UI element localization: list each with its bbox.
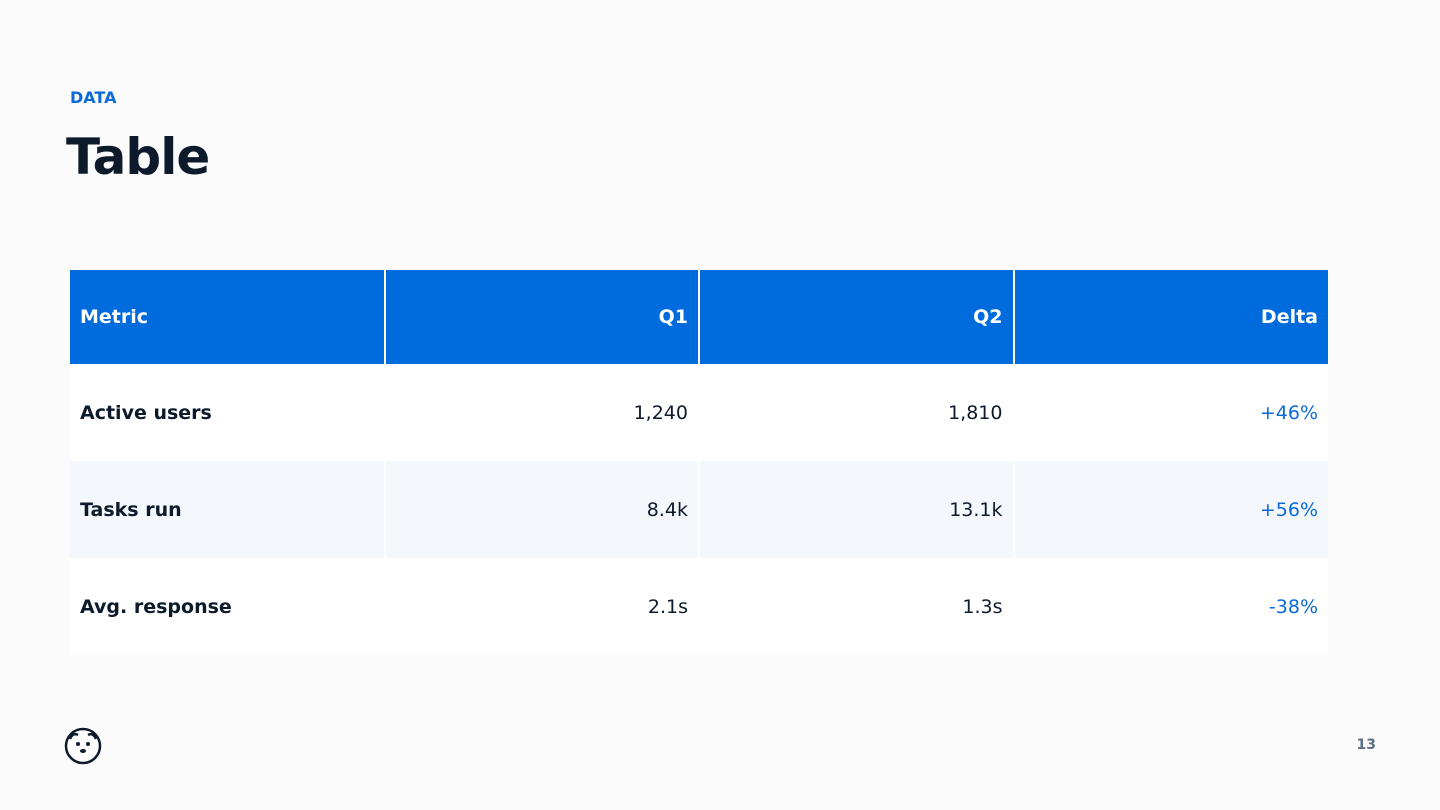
table-cell: -38% bbox=[1013, 558, 1328, 655]
table-cell: +46% bbox=[1013, 364, 1328, 461]
eyebrow: DATA bbox=[70, 88, 117, 107]
logo bbox=[64, 727, 102, 765]
table-cell: Avg. response bbox=[70, 558, 386, 655]
table-row: Active users 1,240 1,810 +46% bbox=[70, 364, 1328, 461]
data-table: Metric Q1 Q2 Delta Active users 1,240 1,810 +4… bbox=[70, 270, 1328, 655]
table-cell: 2.1s bbox=[384, 558, 700, 655]
table-cell: 1.3s bbox=[699, 558, 1015, 655]
table-body: Active users 1,240 1,810 +46% Tasks run 8.4k 1… bbox=[70, 364, 1328, 655]
table-row: Avg. response 2.1s 1.3s -38% bbox=[70, 558, 1328, 655]
table-cell: 1,810 bbox=[699, 364, 1015, 461]
table-cell: 8.4k bbox=[384, 461, 700, 558]
table-cell: +56% bbox=[1013, 461, 1328, 558]
column-header: Q1 bbox=[384, 270, 700, 364]
table-cell: Active users bbox=[70, 364, 386, 461]
column-header: Q2 bbox=[699, 270, 1015, 364]
column-header: Metric bbox=[70, 270, 386, 364]
header-row: Metric Q1 Q2 Delta bbox=[70, 270, 1328, 364]
title: Table bbox=[66, 128, 210, 186]
table-cell: Tasks run bbox=[70, 461, 386, 558]
column-header: Delta bbox=[1013, 270, 1328, 364]
table-row: Tasks run 8.4k 13.1k +56% bbox=[70, 461, 1328, 558]
table-cell: 13.1k bbox=[699, 461, 1015, 558]
table-cell: 1,240 bbox=[384, 364, 700, 461]
page-number: 13 bbox=[1356, 737, 1376, 753]
